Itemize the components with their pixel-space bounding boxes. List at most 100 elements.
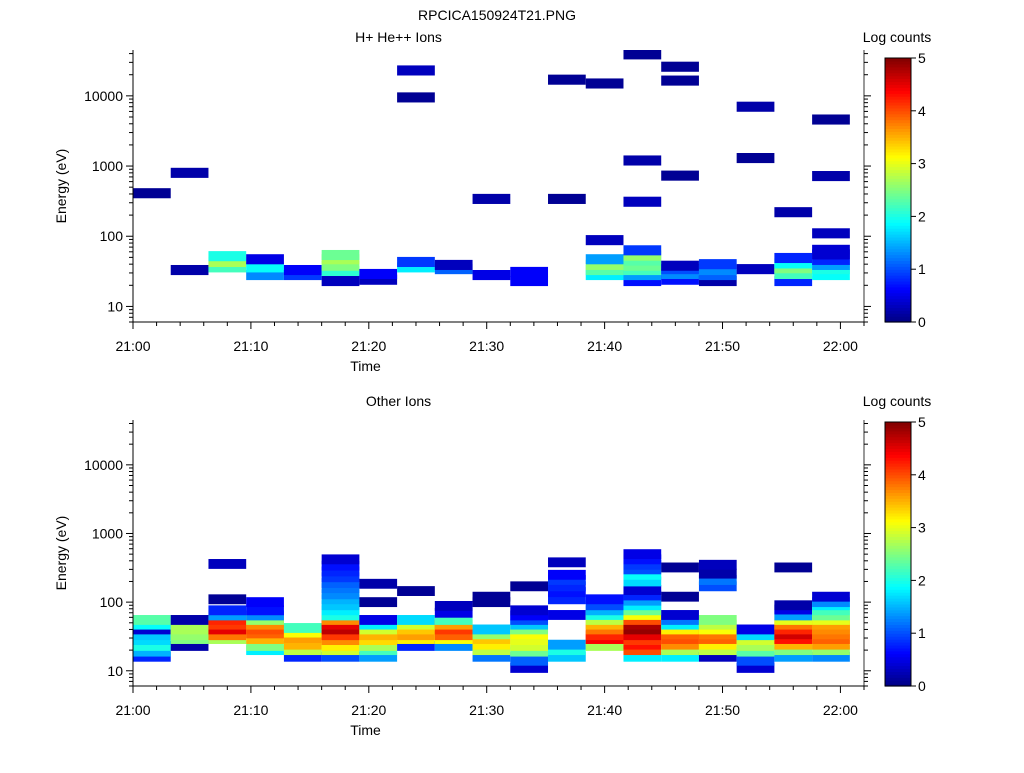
heatmap-cell — [434, 607, 473, 618]
colorbar-segment — [885, 266, 911, 270]
heatmap-cell — [397, 630, 435, 641]
heatmap-cell — [661, 274, 699, 285]
x-tick-label: 21:50 — [705, 702, 740, 718]
colorbar-segment — [885, 433, 911, 438]
heatmap-cell — [283, 264, 322, 276]
heatmap-cell — [208, 262, 247, 273]
colorbar-segment — [885, 483, 911, 488]
heatmap-cell — [736, 655, 775, 666]
heatmap-cell — [812, 171, 850, 182]
colorbar-tick-label: 5 — [918, 414, 926, 430]
heatmap-cell — [623, 554, 662, 565]
colorbar-segment — [885, 586, 911, 590]
colorbar-segment — [885, 548, 911, 552]
colorbar-segment — [885, 442, 911, 447]
colorbar-segment — [885, 468, 911, 473]
y-axis-label: Energy (eV) — [53, 149, 69, 224]
colorbar-segment — [885, 644, 911, 649]
colorbar-segment — [885, 169, 911, 173]
heatmap-cell — [812, 244, 850, 255]
heatmap-cell — [283, 623, 322, 633]
heatmap-cell — [736, 153, 775, 164]
colorbar-tick-label: 0 — [918, 678, 926, 694]
heatmap-cell — [170, 630, 209, 641]
heatmap-cell — [246, 634, 284, 644]
colorbar-segment — [885, 466, 911, 470]
x-tick-label: 21:40 — [587, 702, 622, 718]
heatmap-cell — [623, 260, 662, 271]
colorbar-segment — [885, 245, 911, 250]
heatmap-cell — [812, 651, 850, 662]
heatmap-cell — [397, 615, 435, 625]
colorbar-segment — [885, 571, 911, 576]
heatmap-cell — [812, 591, 850, 602]
colorbar-segment — [885, 439, 911, 444]
colorbar-segment — [885, 157, 911, 162]
heatmap-cell — [510, 663, 549, 673]
heatmap-cell — [548, 587, 586, 598]
colorbar-segment — [885, 580, 911, 584]
heatmap-cell — [623, 645, 662, 656]
colorbar-segment — [885, 612, 911, 617]
heatmap-cell — [812, 610, 850, 621]
colorbar-segment — [885, 448, 911, 452]
y-tick-label: 10 — [107, 298, 123, 314]
colorbar-segment — [885, 242, 911, 247]
heatmap-cell — [698, 615, 737, 625]
x-tick-label: 21:10 — [233, 702, 268, 718]
colorbar-segment — [885, 236, 911, 241]
colorbar-tick-label: 2 — [918, 208, 926, 224]
heatmap-cell — [585, 235, 624, 246]
colorbar-segment — [885, 556, 911, 561]
colorbar-segment — [885, 146, 911, 150]
colorbar-segment — [885, 292, 911, 297]
colorbar-segment — [885, 495, 911, 499]
colorbar-segment — [885, 457, 911, 461]
colorbar-segment — [885, 316, 911, 320]
heatmap-cell — [548, 74, 586, 85]
x-tick-label: 21:40 — [587, 338, 622, 354]
colorbar-segment — [885, 668, 911, 672]
colorbar-segment — [885, 286, 911, 291]
colorbar-segment — [885, 662, 911, 667]
colorbar-segment — [885, 175, 911, 179]
heatmap-cell — [548, 610, 586, 620]
colorbar-segment — [885, 527, 911, 532]
colorbar-segment — [885, 574, 911, 579]
colorbar-segment — [885, 650, 911, 655]
colorbar-segment — [885, 278, 911, 282]
colorbar-segment — [885, 128, 911, 132]
colorbar-segment — [885, 319, 911, 323]
colorbar-segment — [885, 125, 911, 129]
heatmap-cell — [321, 249, 360, 261]
colorbar-segment — [885, 148, 911, 153]
colorbar-segment — [885, 592, 911, 596]
heatmap-cell — [774, 258, 813, 269]
heatmap-cell — [736, 630, 775, 641]
heatmap-cell — [623, 590, 662, 601]
colorbar-segment — [885, 210, 911, 215]
colorbar-segment — [885, 565, 911, 570]
colorbar-segment — [885, 163, 911, 168]
heatmap-cell — [170, 641, 209, 651]
colorbar-segment — [885, 228, 911, 232]
heatmap-cell — [283, 639, 322, 650]
x-tick-label: 21:20 — [351, 338, 386, 354]
heatmap-cell — [698, 568, 737, 579]
colorbar-segment — [885, 184, 911, 188]
heatmap-cell — [623, 615, 662, 625]
colorbar-tick-label: 2 — [918, 572, 926, 588]
heatmap-cell — [434, 630, 473, 641]
colorbar-segment — [885, 239, 911, 244]
colorbar-segment — [885, 143, 911, 147]
heatmap-cell — [170, 624, 209, 635]
heatmap-cell — [359, 630, 398, 641]
y-tick-label: 100 — [100, 228, 124, 244]
colorbar-tick-label: 3 — [918, 156, 926, 172]
colorbar-segment — [885, 639, 911, 643]
colorbar-segment — [885, 507, 911, 511]
colorbar-segment — [885, 647, 911, 652]
colorbar-segment — [885, 630, 911, 634]
colorbar-segment — [885, 521, 911, 526]
heatmap-cell — [623, 630, 662, 641]
